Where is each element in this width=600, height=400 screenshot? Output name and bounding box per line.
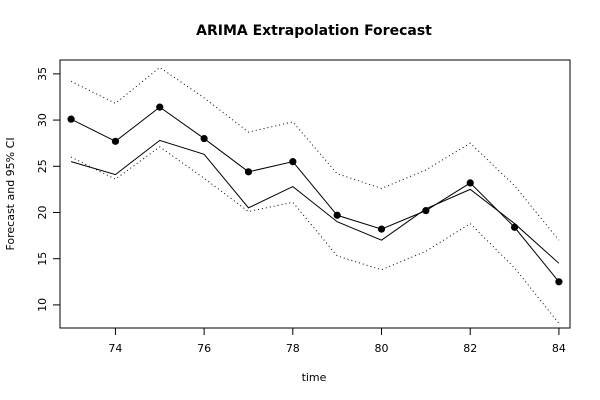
- chart-title: ARIMA Extrapolation Forecast: [196, 23, 432, 39]
- forecast-point: [111, 137, 120, 145]
- forecast-points-layer: [67, 103, 563, 286]
- forecast-point: [510, 223, 519, 231]
- x-tick-label: 76: [197, 342, 211, 355]
- x-axis: 74 76 78 80 82 84: [108, 328, 566, 355]
- y-axis: 10 15 20 25 30 35: [36, 67, 60, 312]
- x-tick-label: 82: [463, 342, 477, 355]
- y-tick-label: 15: [36, 252, 49, 266]
- forecast-line: [70, 106, 560, 283]
- upper-95-ci-line: [70, 66, 560, 241]
- forecast-point: [466, 179, 474, 187]
- forecast-point: [200, 134, 208, 143]
- forecast-point: [377, 225, 386, 233]
- forecast-point: [289, 158, 297, 166]
- x-tick-label: 74: [108, 342, 122, 355]
- y-tick-label: 25: [36, 159, 49, 173]
- y-tick-label: 35: [36, 67, 49, 81]
- series-layer: [70, 66, 560, 324]
- y-tick-label: 30: [36, 113, 49, 127]
- forecast-point: [244, 168, 253, 176]
- x-tick-label: 78: [286, 342, 300, 355]
- forecast-point: [333, 211, 341, 219]
- forecast-point: [555, 278, 563, 286]
- forecast-point: [156, 103, 164, 111]
- x-tick-label: 80: [375, 342, 389, 355]
- x-axis-label: time: [302, 371, 327, 384]
- y-axis-label: Forecast and 95% CI: [4, 137, 17, 250]
- forecast-point: [67, 115, 75, 123]
- forecast-point: [422, 207, 430, 215]
- y-tick-label: 20: [36, 205, 49, 219]
- x-tick-label: 84: [552, 342, 566, 355]
- plot-frame: [59, 59, 571, 329]
- y-tick-label: 10: [36, 298, 49, 312]
- actual-line: [70, 139, 560, 264]
